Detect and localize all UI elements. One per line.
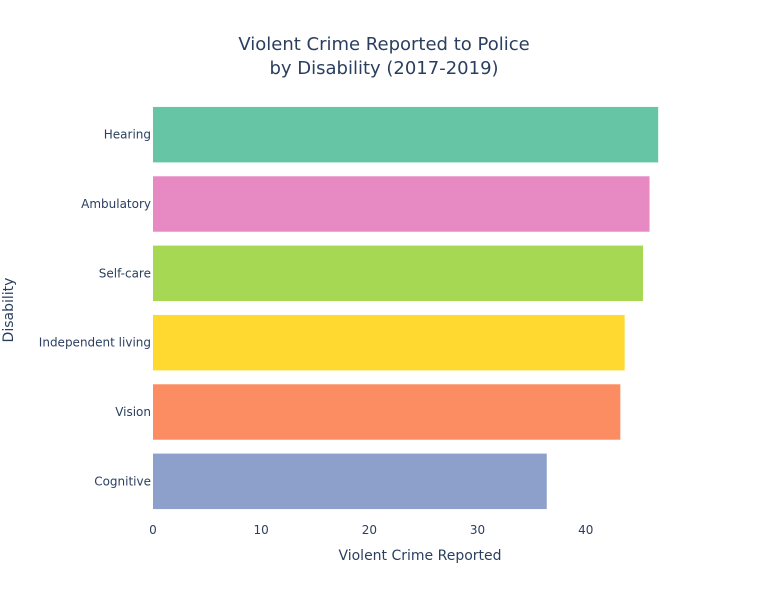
bar-self-care[interactable] (153, 245, 644, 302)
x-axis-title: Violent Crime Reported (338, 548, 501, 564)
y-tick-label: Cognitive (94, 474, 151, 488)
bar-ambulatory[interactable] (153, 176, 650, 232)
y-tick-labels: Hearing Ambulatory Self-care Independent li… (39, 128, 151, 489)
chart-title-line-2: by Disability (2017-2019) (269, 58, 499, 79)
y-tick-label: Self-care (99, 266, 151, 280)
y-tick-label: Vision (115, 405, 151, 419)
bar-cognitive[interactable] (153, 453, 547, 510)
x-tick-label: 40 (578, 523, 593, 537)
y-tick-label: Independent living (39, 336, 151, 350)
bar-independent-living[interactable] (153, 314, 625, 371)
bars-group (153, 106, 659, 510)
y-axis-title: Disability (1, 278, 17, 343)
bar-vision[interactable] (153, 384, 621, 440)
y-tick-label: Ambulatory (81, 197, 151, 211)
x-tick-label: 30 (470, 523, 485, 537)
x-tick-label: 10 (254, 523, 269, 537)
x-tick-label: 0 (149, 523, 157, 537)
x-tick-label: 20 (362, 523, 377, 537)
bar-hearing[interactable] (153, 106, 659, 163)
x-tick-labels: 0 10 20 30 40 (149, 523, 593, 537)
chart-title-line-1: Violent Crime Reported to Police (238, 34, 530, 55)
y-tick-label: Hearing (104, 128, 151, 142)
